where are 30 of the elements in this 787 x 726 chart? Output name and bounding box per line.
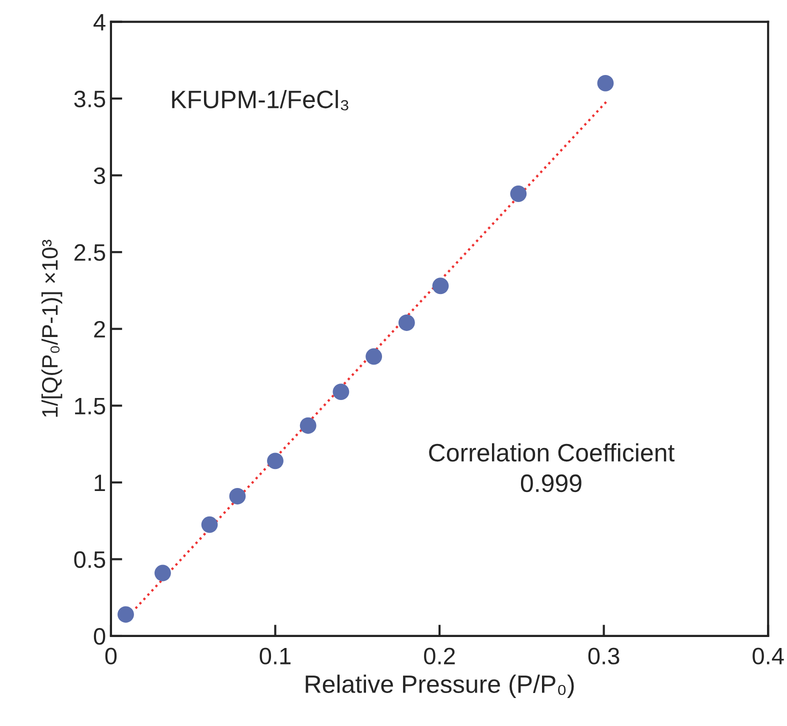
point <box>366 348 382 365</box>
y-tick-label: 0.5 <box>74 551 106 568</box>
y-tick-label: 2 <box>94 320 105 338</box>
point <box>510 186 527 202</box>
annotation: Correlation Coefficient 0.999 <box>429 443 675 492</box>
y-tick-label: 1.5 <box>75 398 106 414</box>
y-tick-label: 1 <box>94 474 105 491</box>
point <box>597 74 614 92</box>
point <box>118 606 134 623</box>
x-tick-label: 0.2 <box>424 648 455 664</box>
x-tick-label: 0.4 <box>752 648 784 664</box>
point <box>432 278 449 294</box>
y-tick-label: 2.5 <box>74 244 106 261</box>
x-tick-label: 0.1 <box>260 648 291 664</box>
x-tick-label: 0 <box>105 648 117 664</box>
y-axis-title: 1/[Q(P₀/P-1)] ×10³ <box>41 240 62 417</box>
point <box>229 488 246 504</box>
point <box>300 417 316 434</box>
y-tick-label: 4 <box>94 14 106 30</box>
point <box>332 384 350 400</box>
point <box>201 516 218 533</box>
y-tick-label: 3.5 <box>74 90 106 108</box>
point <box>154 564 171 582</box>
x-tick-label: 0.3 <box>588 648 620 664</box>
x-axis-title: Relative Pressure (P/P₀) <box>306 674 574 698</box>
y-tick-label: 3 <box>94 167 106 184</box>
annotation: KFUPM-1/FeCl₃ <box>172 90 348 110</box>
point <box>398 314 415 331</box>
y-tick-label: 0 <box>94 628 106 645</box>
point <box>267 452 284 470</box>
